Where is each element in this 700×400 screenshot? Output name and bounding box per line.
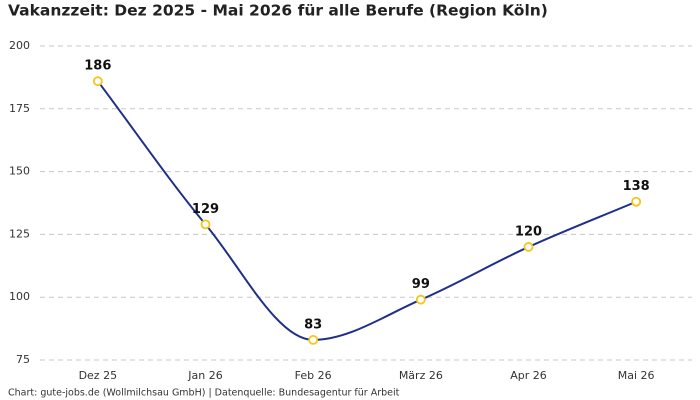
data-label: 99 xyxy=(412,277,430,292)
x-tick-label: März 26 xyxy=(399,369,443,382)
x-tick-label: Feb 26 xyxy=(295,369,332,382)
data-label: 83 xyxy=(304,317,322,332)
point-marker xyxy=(308,335,319,345)
y-tick-label: 150 xyxy=(9,165,30,178)
data-label: 186 xyxy=(84,59,111,74)
point-marker xyxy=(92,76,103,87)
chart-title: Vakanzzeit: Dez 2025 - Mai 2026 für alle… xyxy=(8,2,548,20)
x-tick-label: Dez 25 xyxy=(79,369,118,382)
data-label: 120 xyxy=(515,224,542,239)
y-tick-label: 175 xyxy=(9,102,30,115)
point-marker xyxy=(523,242,534,252)
source-note: Chart: gute-jobs.de (Wollmilchsau GmbH) … xyxy=(8,388,400,399)
point-marker xyxy=(200,219,211,230)
x-tick-label: Jan 26 xyxy=(187,369,222,382)
line xyxy=(97,80,637,341)
point-marker xyxy=(631,196,642,207)
y-tick-label: 125 xyxy=(9,227,30,240)
y-tick-label: 100 xyxy=(9,290,30,303)
data-label: 129 xyxy=(192,202,219,217)
y-tick-label: 75 xyxy=(16,353,30,366)
x-tick-label: Mai 26 xyxy=(618,369,655,382)
y-tick-label: 200 xyxy=(9,39,30,52)
x-tick-label: Apr 26 xyxy=(510,369,547,382)
point-marker xyxy=(415,294,426,305)
data-label: 138 xyxy=(623,179,650,194)
